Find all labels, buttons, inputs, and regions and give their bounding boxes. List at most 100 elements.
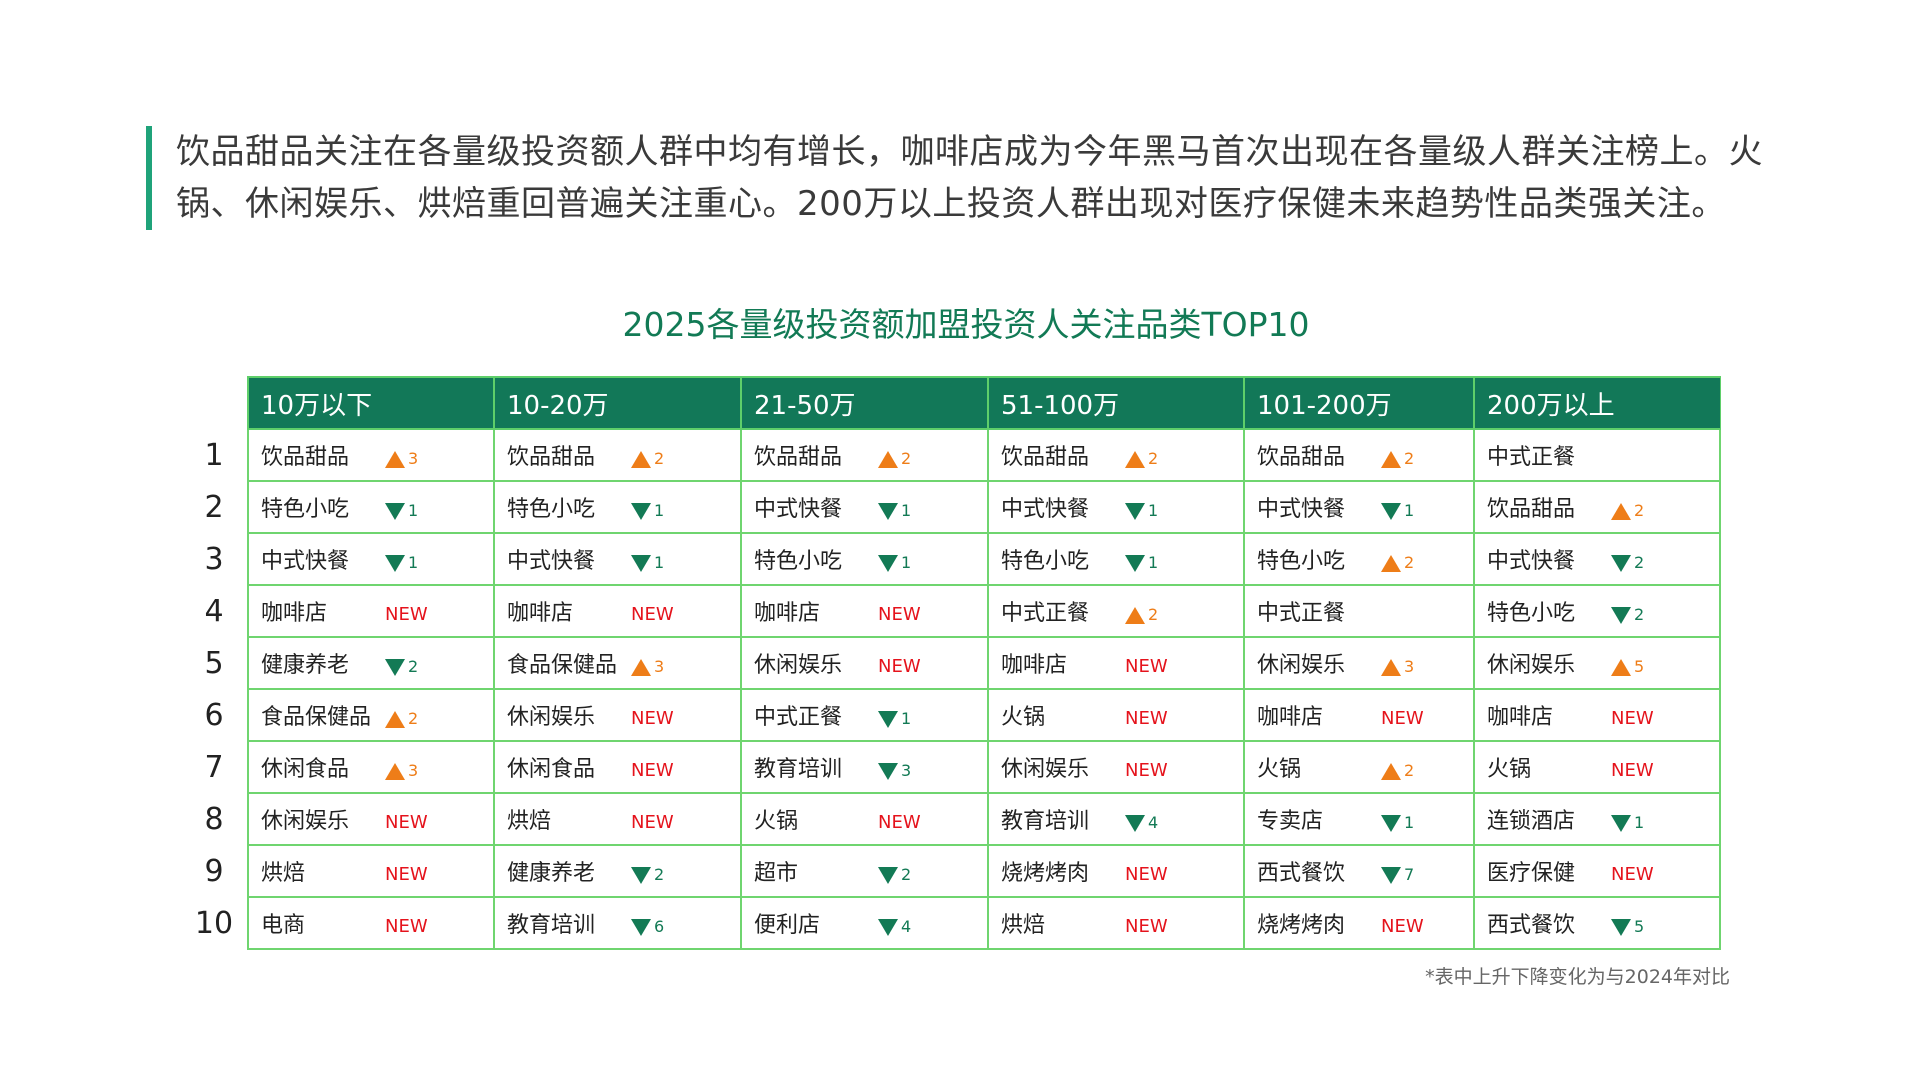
rank-down-indicator: 3 [878,761,911,780]
table-cell: 咖啡店 NEW [493,584,742,638]
rank-up-indicator: 3 [385,761,418,780]
change-value: NEW [385,811,428,833]
new-badge: NEW [878,604,921,625]
triangle-down-icon [385,658,405,676]
new-badge: NEW [1611,760,1654,781]
rank-down-indicator: 1 [878,501,911,520]
new-badge: NEW [878,812,921,833]
table-cell: 西式餐饮 5 [1473,896,1721,950]
table-cell: 火锅 2 [1243,740,1475,794]
change-value: 1 [901,500,912,520]
table-cell: 火锅 NEW [740,792,989,846]
new-badge: NEW [631,604,674,625]
rank-down-indicator: 4 [1125,813,1158,832]
table-cell: 超市 2 [740,844,989,898]
category-name: 电商 [261,913,306,938]
table-cell: 中式正餐 2 [987,584,1245,638]
triangle-down-icon [1381,814,1401,832]
table-row: 休闲娱乐 NEW 烘焙 NEW 火锅 NEW 教育培训 4 专卖店 1 连锁酒店 1 [247,792,1721,846]
column-header: 51-100万 [987,376,1245,430]
change-value: NEW [385,863,428,885]
change-value: 2 [654,864,665,884]
rank-number: 8 [204,802,224,837]
table-cell: 电商 NEW [247,896,495,950]
table-cell: 西式餐饮 7 [1243,844,1475,898]
change-value: 1 [1404,500,1415,520]
table-cell: 火锅 NEW [1473,740,1721,794]
rank-up-indicator: 2 [385,709,418,728]
table-cell: 健康养老 2 [493,844,742,898]
change-value: 2 [1634,500,1645,520]
category-name: 烘焙 [1001,913,1046,938]
triangle-up-icon [385,450,405,468]
table-row: 咖啡店 NEW 咖啡店 NEW 咖啡店 NEW 中式正餐 2 中式正餐 特色小吃 2 [247,584,1721,638]
new-badge: NEW [1125,760,1168,781]
change-value: 2 [1404,760,1415,780]
table-cell: 食品保健品 3 [493,636,742,690]
rank-up-indicator: 2 [1381,449,1414,468]
change-value: 1 [654,552,665,572]
table-cell: 咖啡店 NEW [247,584,495,638]
table-cell: 中式快餐 1 [1243,480,1475,534]
table-cell: 中式正餐 [1243,584,1475,638]
table-row: 烘焙 NEW 健康养老 2 超市 2 烧烤烤肉 NEW 西式餐饮 7 医疗保健 NEW [247,844,1721,898]
triangle-down-icon [385,554,405,572]
category-name: 中式快餐 [754,497,843,522]
category-name: 休闲食品 [507,757,596,782]
category-name: 特色小吃 [1487,601,1576,626]
change-value: NEW [631,603,674,625]
rank-number: 6 [204,698,224,733]
category-name: 特色小吃 [1257,549,1346,574]
rank-down-indicator: 1 [385,501,418,520]
new-badge: NEW [631,812,674,833]
category-name: 火锅 [1001,705,1046,730]
change-value: 1 [1148,552,1159,572]
triangle-down-icon [878,502,898,520]
category-name: 火锅 [1257,757,1302,782]
category-name: 饮品甜品 [507,445,596,470]
change-value: 4 [901,916,912,936]
triangle-up-icon [1125,606,1145,624]
change-value: NEW [1125,707,1168,729]
rank-down-indicator: 2 [1611,553,1644,572]
change-value: NEW [1125,655,1168,677]
rank-up-indicator: 2 [631,449,664,468]
triangle-up-icon [385,710,405,728]
category-name: 中式正餐 [1487,445,1576,470]
change-value: 5 [1634,656,1645,676]
category-name: 中式快餐 [1257,497,1346,522]
table-cell: 食品保健品 2 [247,688,495,742]
triangle-down-icon [1381,866,1401,884]
change-value: 2 [1404,552,1415,572]
category-name: 健康养老 [507,861,596,886]
rank-up-indicator: 2 [1381,553,1414,572]
new-badge: NEW [1611,708,1654,729]
triangle-up-icon [1611,658,1631,676]
new-badge: NEW [1125,916,1168,937]
rank-up-indicator: 2 [1125,449,1158,468]
triangle-down-icon [878,918,898,936]
triangle-down-icon [631,918,651,936]
table-cell: 烘焙 NEW [987,896,1245,950]
rank-down-indicator: 2 [385,657,418,676]
category-name: 饮品甜品 [1257,445,1346,470]
rank-down-indicator: 1 [878,553,911,572]
change-value: NEW [1611,863,1654,885]
category-name: 休闲娱乐 [261,809,350,834]
category-name: 超市 [754,861,799,886]
category-name: 中式正餐 [1001,601,1090,626]
table-row: 电商 NEW 教育培训 6 便利店 4 烘焙 NEW 烧烤烤肉 NEW 西式餐饮 5 [247,896,1721,950]
rank-up-indicator: 2 [1125,605,1158,624]
table-row: 食品保健品 2 休闲娱乐 NEW 中式正餐 1 火锅 NEW 咖啡店 NEW 咖啡店 NEW [247,688,1721,742]
category-name: 咖啡店 [1487,705,1554,730]
rank-up-indicator: 2 [1611,501,1644,520]
table-cell: 中式正餐 [1473,428,1721,482]
table-cell: 休闲食品 3 [247,740,495,794]
rank-down-indicator: 5 [1611,917,1644,936]
table-cell: 专卖店 1 [1243,792,1475,846]
triangle-down-icon [1611,918,1631,936]
change-value: NEW [1381,707,1424,729]
category-name: 中式正餐 [754,705,843,730]
category-name: 饮品甜品 [1487,497,1576,522]
change-value: 2 [901,864,912,884]
